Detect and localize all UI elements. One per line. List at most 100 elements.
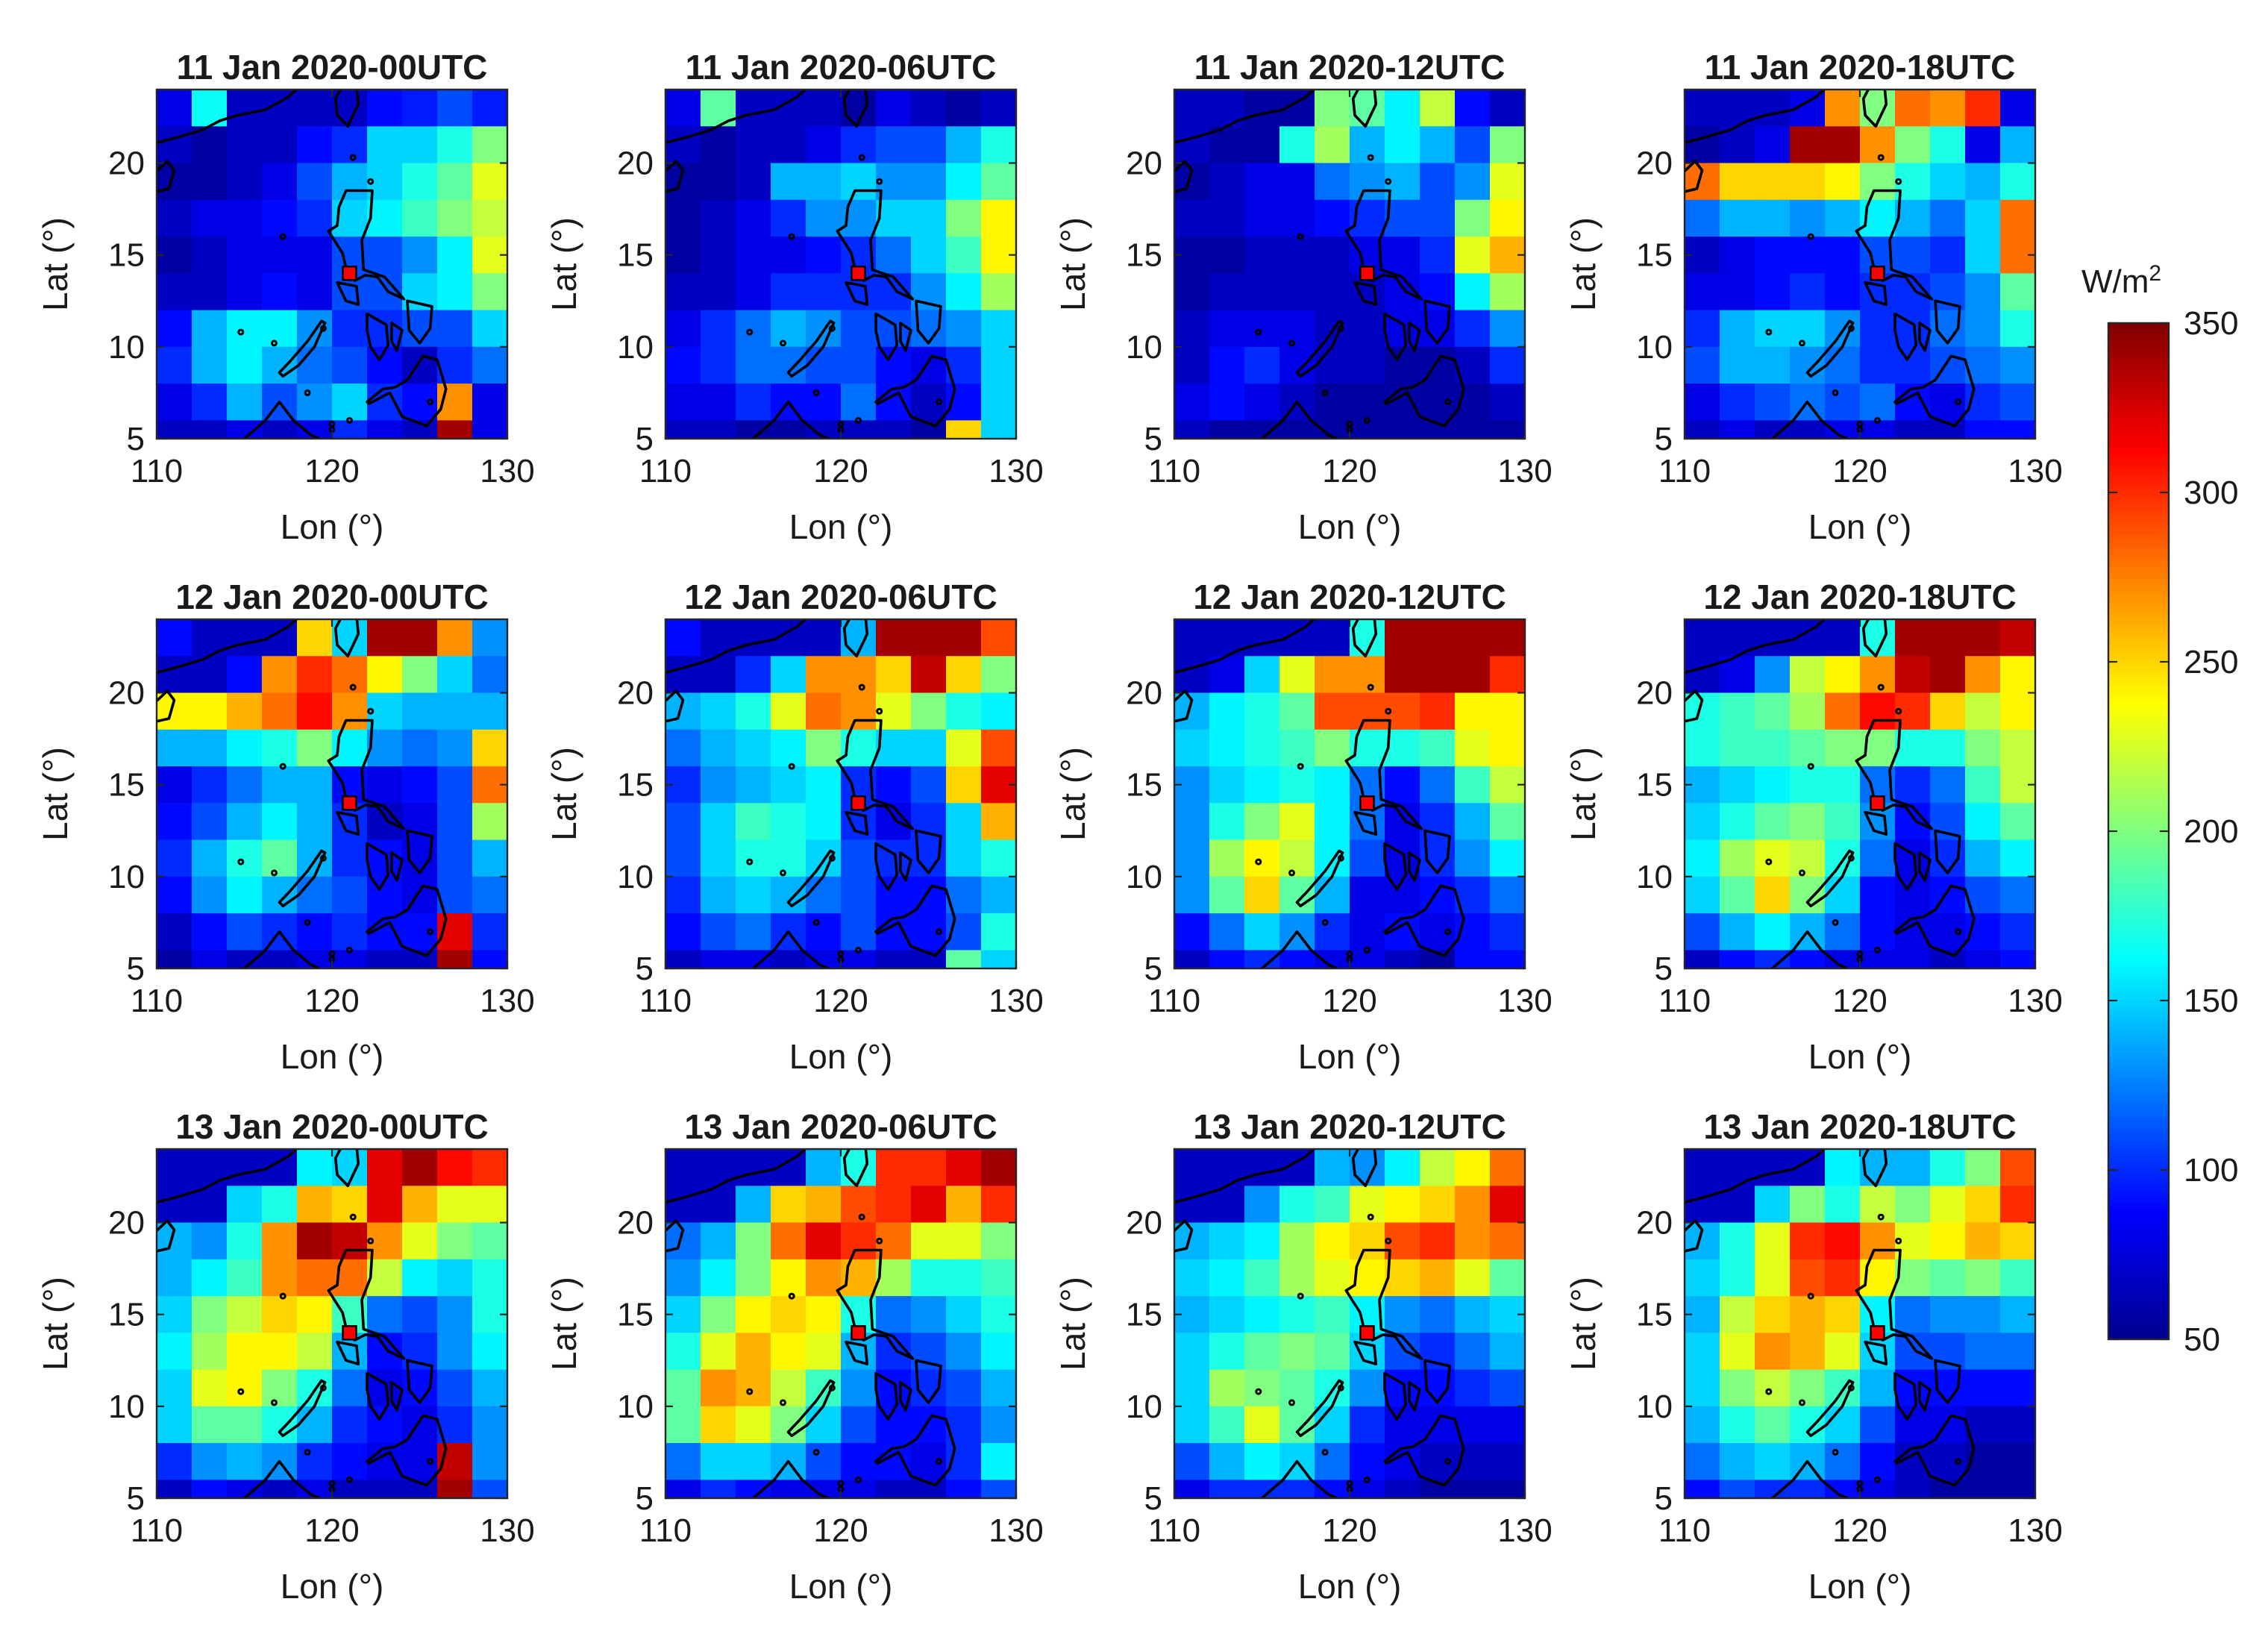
heatmap-cell bbox=[1685, 1259, 1720, 1297]
heatmap-cell bbox=[946, 803, 982, 841]
heatmap-cell bbox=[981, 199, 1016, 237]
heatmap-cell bbox=[297, 913, 333, 951]
coastlines bbox=[1174, 619, 1465, 968]
heatmap-cell bbox=[332, 876, 368, 914]
hainan-coastline bbox=[157, 689, 176, 723]
heatmap-cell bbox=[911, 692, 947, 730]
heatmap-cell bbox=[2000, 310, 2035, 348]
x-tick-label: 110 bbox=[1658, 453, 1711, 489]
heatmap-cell bbox=[1350, 310, 1385, 348]
heatmap-cell bbox=[1965, 1369, 2001, 1407]
heatmap-cell bbox=[437, 90, 473, 127]
y-tick-label: 5 bbox=[636, 951, 654, 987]
heatmap-cells bbox=[157, 90, 507, 439]
heatmap-cell bbox=[1860, 1369, 1896, 1407]
mindanao-coastline bbox=[874, 1414, 956, 1487]
y-tick-label: 20 bbox=[1126, 1205, 1162, 1242]
island-outline bbox=[1255, 858, 1262, 866]
heatmap-cell bbox=[701, 1296, 736, 1333]
heatmap-cell bbox=[665, 729, 701, 767]
mindoro-coastline bbox=[845, 810, 869, 836]
heatmap-cell bbox=[736, 126, 771, 164]
island-outline bbox=[876, 707, 883, 715]
hainan-coastline bbox=[157, 1219, 176, 1253]
panay-negros-coastline bbox=[874, 312, 898, 361]
heatmap-cell bbox=[402, 199, 438, 237]
heatmap-cell bbox=[1965, 656, 2001, 694]
heatmap-cell bbox=[1720, 1222, 1755, 1260]
heatmap-cell bbox=[472, 913, 507, 951]
heatmap-cell bbox=[1965, 803, 2001, 841]
heatmap-cell bbox=[1965, 126, 2001, 164]
heatmap-cell bbox=[946, 1222, 982, 1260]
heatmap-cell bbox=[402, 1259, 438, 1297]
map-panel: 110 120 130 5 10 15 20 11 Jan 2020-06UTC Lon (°)… bbox=[545, 48, 1044, 546]
heatmap-cell bbox=[1209, 913, 1245, 951]
heatmap-cell bbox=[402, 163, 438, 201]
coastlines bbox=[1174, 1149, 1465, 1498]
heatmap-cell bbox=[1965, 766, 2001, 804]
island-outline bbox=[1874, 946, 1881, 954]
heatmap-cell bbox=[1825, 913, 1861, 951]
heatmap-cell bbox=[1790, 1480, 1826, 1498]
heatmap-cell bbox=[262, 656, 298, 694]
mindoro-coastline bbox=[845, 1340, 869, 1365]
mindanao-coastline bbox=[1383, 884, 1465, 957]
heatmap-cell bbox=[332, 163, 368, 201]
heatmap-cell bbox=[367, 729, 403, 767]
panel-title: 13 Jan 2020-18UTC bbox=[1703, 1107, 2016, 1146]
map-panel: 110 120 130 5 10 15 20 11 Jan 2020-18UTC Lon (°)… bbox=[1564, 48, 2063, 546]
heatmap-cell bbox=[1790, 1186, 1826, 1224]
heatmap-cell bbox=[1315, 876, 1350, 914]
heatmap-cell bbox=[1174, 656, 1210, 694]
island-outline bbox=[304, 389, 311, 396]
heatmap-cell bbox=[771, 163, 806, 201]
heatmap-cell bbox=[1244, 1333, 1280, 1371]
heatmap-cell bbox=[1685, 1480, 1720, 1498]
heatmap-cell bbox=[1244, 1369, 1280, 1407]
heatmap-cell bbox=[472, 1333, 507, 1371]
heatmap-cell bbox=[192, 1480, 228, 1498]
heatmap-cell bbox=[1420, 692, 1456, 730]
station-marker bbox=[1870, 266, 1885, 281]
y-tick-label: 10 bbox=[1126, 859, 1162, 895]
heatmap-cell bbox=[437, 1186, 473, 1224]
samar-leyte-coastline bbox=[406, 299, 433, 345]
heatmap-cell bbox=[472, 1186, 507, 1224]
y-tick-label: 5 bbox=[1144, 1480, 1162, 1517]
samar-leyte-coastline bbox=[1423, 299, 1451, 345]
heatmap-cell bbox=[1315, 656, 1350, 694]
borneo-coastline bbox=[1260, 1459, 1339, 1498]
heatmap-cell bbox=[736, 619, 771, 657]
heatmap-cell bbox=[736, 839, 771, 877]
heatmap-cell bbox=[1790, 729, 1826, 767]
heatmap-cell bbox=[1930, 1259, 1966, 1297]
heatmap-cell bbox=[981, 839, 1016, 877]
island-outline bbox=[1444, 398, 1452, 406]
heatmap-cell bbox=[1244, 1149, 1280, 1186]
colorbar-units: W/m2 bbox=[2081, 261, 2161, 300]
heatmap-cell bbox=[946, 839, 982, 877]
heatmap-cell bbox=[472, 420, 507, 439]
island-outline bbox=[1255, 1388, 1262, 1395]
heatmap-cell bbox=[665, 1333, 701, 1371]
heatmap-cell bbox=[946, 950, 982, 968]
luzon-coastline bbox=[327, 719, 406, 830]
heatmap-cell bbox=[1420, 126, 1456, 164]
heatmap-cell bbox=[1244, 1259, 1280, 1297]
heatmap-cell bbox=[1755, 199, 1791, 237]
heatmap-cell bbox=[1685, 1186, 1720, 1224]
heatmap-cell bbox=[1455, 839, 1491, 877]
x-axis-label: Lon (°) bbox=[281, 507, 384, 546]
heatmap-cell bbox=[1279, 876, 1315, 914]
y-tick-label: 15 bbox=[1126, 767, 1162, 804]
heatmap-cell bbox=[1790, 766, 1826, 804]
heatmap-cell bbox=[262, 1333, 298, 1371]
heatmap-cell bbox=[192, 1333, 228, 1371]
heatmap-cell bbox=[1315, 90, 1350, 127]
y-tick-label: 5 bbox=[127, 421, 145, 457]
heatmap-cell bbox=[1825, 1443, 1861, 1480]
heatmap-cell bbox=[2000, 1333, 2035, 1371]
heatmap-cell bbox=[1755, 1186, 1791, 1224]
heatmap-cell bbox=[157, 384, 192, 421]
